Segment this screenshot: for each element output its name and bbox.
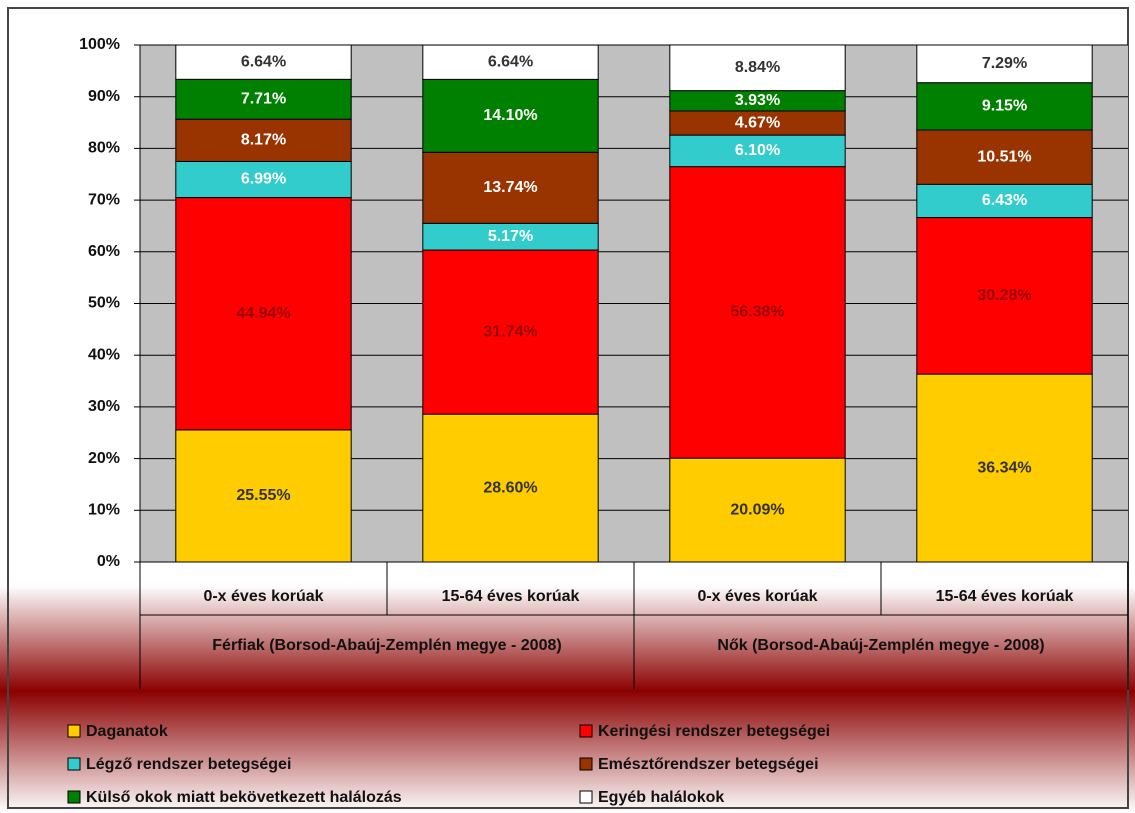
y-tick-label: 0% [97, 553, 120, 570]
bar-segment [422, 222, 599, 251]
bar-segment [422, 78, 599, 153]
legend-swatch [579, 790, 593, 804]
legend-label: Külső okok miatt bekövetkezett halálozás [86, 789, 402, 806]
data-label: 10.51% [977, 148, 1031, 165]
data-label: 14.10% [483, 107, 537, 124]
bar-segment [669, 44, 846, 92]
group-label-box: Nők (Borsod-Abaúj-Zemplén megye - 2008) [717, 637, 1045, 654]
bar-segment [175, 197, 352, 431]
bar-segment [422, 413, 599, 563]
data-label: 9.15% [982, 98, 1027, 115]
data-label: 36.34% [977, 459, 1031, 476]
data-label: 13.74% [483, 179, 537, 196]
data-label: 7.71% [241, 90, 286, 107]
x-tick-label: 0-x éves korúak [203, 588, 323, 605]
y-tick-label: 60% [88, 243, 120, 260]
bar-segment [422, 249, 599, 415]
data-label: 6.64% [241, 53, 286, 70]
legend-label: Keringési rendszer betegségei [598, 723, 830, 740]
bar-segment [422, 44, 599, 80]
legend-swatch [67, 757, 81, 771]
data-label: 8.17% [241, 132, 286, 149]
data-label: 25.55% [236, 487, 290, 504]
bar-segment [422, 151, 599, 224]
data-label: 30.28% [977, 287, 1031, 304]
bar-segment [175, 78, 352, 120]
data-label: 5.17% [488, 228, 533, 245]
bar-segment [669, 134, 846, 168]
y-tick-label: 40% [88, 346, 120, 363]
y-tick-label: 20% [88, 450, 120, 467]
data-label: 6.43% [982, 192, 1027, 209]
bar-segment [175, 118, 352, 162]
bar-segment [669, 457, 846, 563]
bar-segment [916, 183, 1093, 219]
data-label: 3.93% [735, 92, 780, 109]
bar-segment [669, 110, 846, 136]
x-tick-label: 15-64 éves korúak [442, 588, 580, 605]
bar-segment [175, 429, 352, 563]
bar-segment [916, 44, 1093, 84]
legend-swatch [579, 757, 593, 771]
data-label: 20.09% [730, 501, 784, 518]
bar-segment [916, 82, 1093, 131]
y-tick-label: 30% [88, 398, 120, 415]
bar-segment [669, 166, 846, 459]
group-label: Férfiak (Borsod-Abaúj-Zemplén megye - 20… [212, 637, 562, 654]
x-tick-label: 15-64 éves korúak [936, 588, 1074, 605]
y-tick-label: 80% [88, 140, 120, 157]
legend-label: Légző rendszer betegségei [86, 756, 291, 773]
data-label: 4.67% [735, 114, 780, 131]
data-label: 28.60% [483, 479, 537, 496]
bar-segment [916, 373, 1093, 563]
legend-label: Daganatok [86, 723, 168, 740]
legend-label: Emésztőrendszer betegségei [598, 756, 819, 773]
group-label-box: Férfiak (Borsod-Abaúj-Zemplén megye - 20… [212, 637, 562, 654]
x-tick-label: 0-x éves korúak [697, 588, 817, 605]
bar-segment [175, 44, 352, 80]
y-tick-label: 50% [88, 295, 120, 312]
legend-label: Egyéb halálokok [598, 789, 724, 806]
data-label: 56.38% [730, 304, 784, 321]
y-tick-label: 10% [88, 502, 120, 519]
legend-swatch [579, 724, 593, 738]
data-label: 6.99% [241, 171, 286, 188]
group-label: Nők (Borsod-Abaúj-Zemplén megye - 2008) [717, 637, 1045, 654]
data-label: 7.29% [982, 55, 1027, 72]
bar-segment [916, 217, 1093, 375]
data-label: 6.10% [735, 142, 780, 159]
data-label: 6.64% [488, 53, 533, 70]
data-label: 8.84% [735, 59, 780, 76]
data-label: 44.94% [236, 305, 290, 322]
legend-swatch [67, 724, 81, 738]
y-tick-label: 70% [88, 191, 120, 208]
y-tick-label: 90% [88, 88, 120, 105]
data-label: 31.74% [483, 323, 537, 340]
legend-swatch [67, 790, 81, 804]
bar-segment [175, 160, 352, 199]
y-tick-label: 100% [79, 36, 120, 53]
bar-segment [916, 129, 1093, 185]
